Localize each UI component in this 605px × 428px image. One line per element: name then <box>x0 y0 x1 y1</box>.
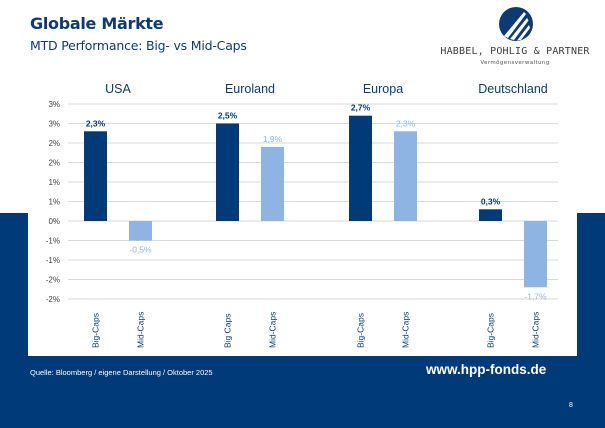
bar-mid-caps <box>129 221 152 241</box>
bar-big-caps <box>216 123 239 221</box>
y-tick-label: 3% <box>48 120 60 129</box>
content-panel <box>28 0 577 356</box>
group-label: USA <box>105 82 131 96</box>
x-tick-label: Mid-Caps <box>531 312 541 348</box>
x-tick-label: Big-Caps <box>356 313 366 348</box>
data-label: -0,5% <box>129 245 152 255</box>
group-label: Euroland <box>225 82 275 96</box>
data-label: 0,3% <box>481 196 501 206</box>
company-logo: HABBEL, POHLIG & PARTNER Vermögensverwal… <box>440 4 590 70</box>
data-label: 2,3% <box>396 118 416 128</box>
source-note: Quelle: Bloomberg / eigene Darstellung /… <box>30 368 213 377</box>
y-tick-label: 2% <box>48 159 60 168</box>
logo-tagline: Vermögensverwaltung <box>480 60 550 66</box>
y-tick-label: -1% <box>46 237 60 246</box>
x-tick-label: Big Caps <box>223 314 233 349</box>
y-tick-label: 1% <box>48 198 60 207</box>
bar-big-caps <box>479 209 502 221</box>
website-link[interactable]: www.hpp-fonds.de <box>426 362 547 377</box>
bar-mid-caps <box>261 146 284 221</box>
group-label: Deutschland <box>478 82 548 96</box>
logo-company-name: HABBEL, POHLIG & PARTNER <box>440 46 590 57</box>
data-label: 2,5% <box>218 111 238 121</box>
y-tick-label: -2% <box>46 276 60 285</box>
data-label: 2,7% <box>351 103 371 113</box>
group-label: Europa <box>363 82 403 96</box>
bar-big-caps <box>349 115 372 221</box>
x-tick-label: Mid-Caps <box>268 312 278 348</box>
bar-mid-caps <box>394 131 417 221</box>
y-tick-label: 2% <box>48 139 60 148</box>
y-tick-label: 3% <box>48 100 60 109</box>
x-tick-label: Mid-Caps <box>136 312 146 348</box>
y-tick-label: -1% <box>46 256 60 265</box>
bar-big-caps <box>84 131 107 221</box>
page-subtitle: MTD Performance: Big- vs Mid-Caps <box>30 38 247 53</box>
data-label: 1,9% <box>263 134 283 144</box>
x-tick-label: Big-Caps <box>486 313 496 348</box>
y-tick-label: 0% <box>48 217 60 226</box>
page-title: Globale Märkte <box>30 14 164 33</box>
y-tick-label: 1% <box>48 178 60 187</box>
x-tick-label: Mid-Caps <box>401 312 411 348</box>
bar-mid-caps <box>524 221 547 288</box>
x-tick-label: Big-Caps <box>91 313 101 348</box>
page-number: 8 <box>569 402 573 409</box>
data-label: 2,3% <box>86 118 106 128</box>
y-tick-label: -2% <box>46 295 60 304</box>
hpp-logo-icon <box>499 7 533 41</box>
data-label: -1,7% <box>524 291 547 301</box>
